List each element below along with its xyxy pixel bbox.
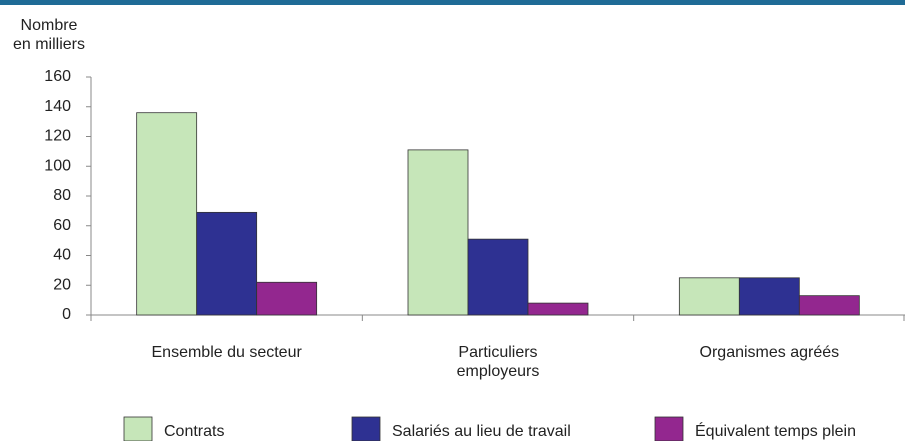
legend-label: Contrats xyxy=(164,423,224,440)
y-tick-label: 40 xyxy=(53,247,71,264)
bar xyxy=(136,112,198,316)
bar xyxy=(738,277,800,316)
y-tick-label: 120 xyxy=(44,128,71,145)
bar xyxy=(407,149,469,316)
legend-label: Salariés au lieu de travail xyxy=(392,423,571,440)
y-tick-label: 20 xyxy=(53,276,71,293)
legend-swatch xyxy=(654,416,684,441)
y-tick-label: 80 xyxy=(53,187,71,204)
x-tick-label: Particuliers employeurs xyxy=(456,344,540,380)
legend-swatch xyxy=(123,416,153,441)
y-tick-label: 140 xyxy=(44,98,71,115)
bar xyxy=(527,302,589,316)
y-tick-label: 100 xyxy=(44,157,71,174)
legend-label: Équivalent temps plein xyxy=(695,421,856,440)
y-tick-label: 160 xyxy=(44,68,71,85)
x-tick-label: Ensemble du secteur xyxy=(151,344,302,361)
bar xyxy=(256,281,318,316)
y-tick-label: 0 xyxy=(62,306,71,323)
legend-swatch xyxy=(351,416,381,441)
bar xyxy=(798,295,860,316)
bar xyxy=(196,211,258,316)
bar xyxy=(678,277,740,316)
y-axis-label: Nombre en milliers xyxy=(12,17,85,53)
x-tick-label: Organismes agréés xyxy=(699,344,840,361)
bar xyxy=(467,238,529,316)
top-bar xyxy=(0,0,905,5)
y-tick-label: 60 xyxy=(53,217,71,234)
